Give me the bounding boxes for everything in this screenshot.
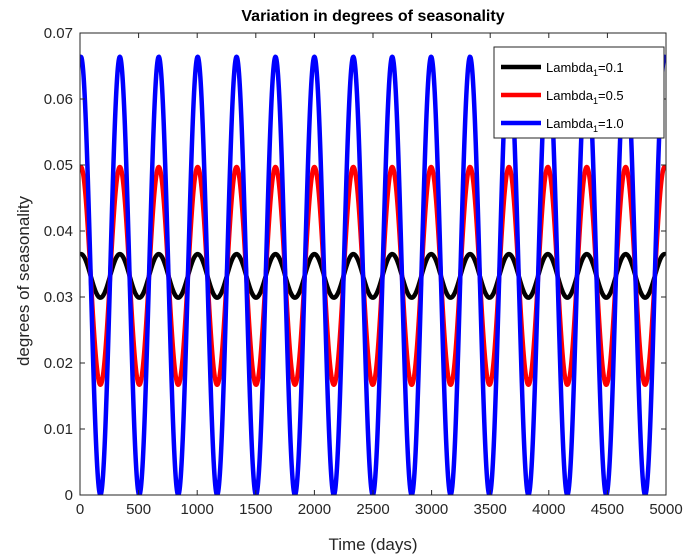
y-tick-label: 0.03 [44, 289, 73, 306]
x-tick-label: 3500 [474, 501, 507, 518]
x-axis-title: Time (days) [328, 535, 417, 554]
legend: Lambda1=0.1 Lambda1=0.5 Lambda1=1.0 [493, 46, 665, 139]
x-tick-label: 2000 [298, 501, 331, 518]
y-tick-label: 0.02 [44, 355, 73, 372]
x-tick-label: 500 [126, 501, 151, 518]
x-tick-label: 5000 [649, 501, 682, 518]
legend-label-2: Lambda1=0.5 [546, 88, 624, 106]
x-tick-label: 1000 [181, 501, 214, 518]
y-tick-label: 0.01 [44, 421, 73, 438]
x-tick-label: 1500 [239, 501, 272, 518]
x-tick-label: 2500 [356, 501, 389, 518]
legend-label-3: Lambda1=1.0 [546, 116, 624, 134]
x-axis-ticks: 0 500 1000 1500 2000 2500 3000 3500 4000 4500 5000 [76, 33, 683, 518]
series-line-1 [80, 251, 666, 300]
legend-label-1: Lambda1=0.1 [546, 60, 624, 78]
x-tick-label: 3000 [415, 501, 448, 518]
chart-title: Variation in degrees of seasonality [241, 8, 504, 25]
y-axis-ticks: 0 0.01 0.02 0.03 0.04 0.05 0.06 0.07 [44, 25, 666, 504]
y-tick-label: 0.04 [44, 223, 73, 240]
y-tick-label: 0 [65, 487, 73, 504]
y-tick-label: 0.07 [44, 25, 73, 42]
y-tick-label: 0.05 [44, 157, 73, 174]
x-tick-label: 0 [76, 501, 84, 518]
x-tick-label: 4500 [591, 501, 624, 518]
x-tick-label: 4000 [532, 501, 565, 518]
y-axis-title: degrees of seasonality [14, 195, 33, 366]
y-tick-label: 0.06 [44, 91, 73, 108]
series-line-2 [80, 164, 666, 388]
